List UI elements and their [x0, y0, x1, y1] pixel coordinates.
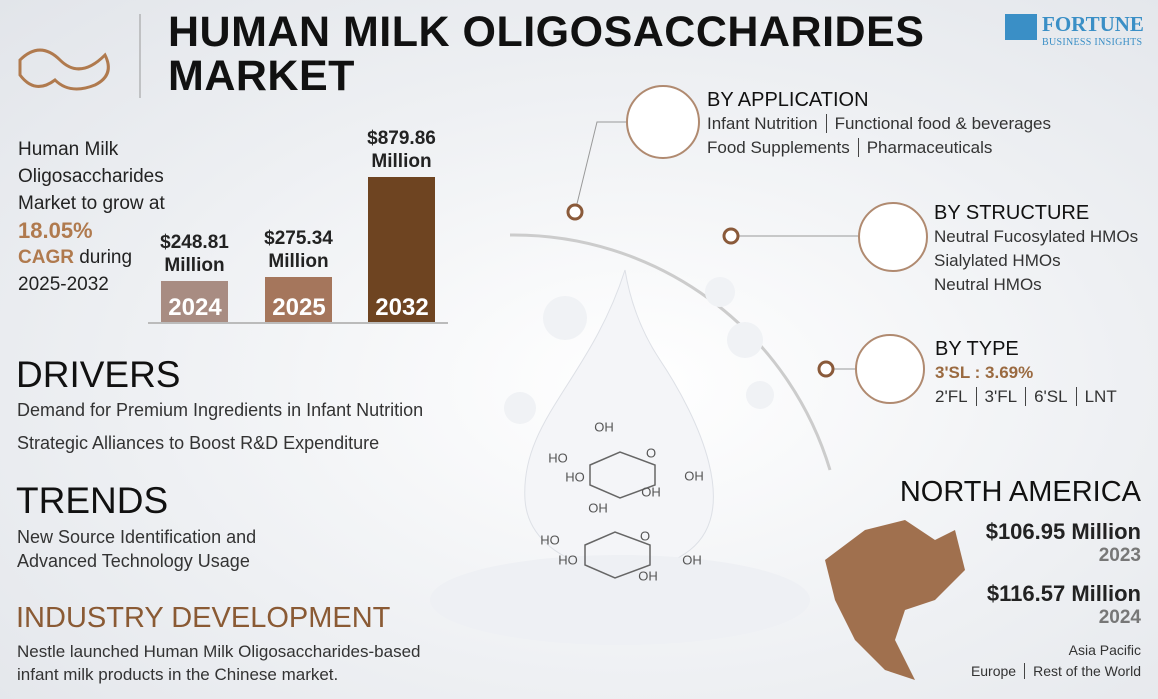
bar-chart: 2024 $248.81 Million 2025 $275.34 Million 20…	[148, 110, 448, 324]
cagr-value: 18.05%	[18, 218, 93, 243]
growth-text: Human Milk Oligosaccharides Market to gr…	[18, 136, 178, 298]
atom-label: OH	[594, 419, 614, 434]
atom-label: HO	[540, 532, 560, 547]
segment-title: BY STRUCTURE	[934, 202, 1090, 224]
value-label: $275.34 Million	[264, 227, 333, 272]
growth-after: during	[79, 247, 133, 268]
trends-title: TRENDS	[16, 480, 169, 521]
growth-period: 2025-2032	[18, 274, 109, 295]
logo: FORTUNE BUSINESS INSIGHTS	[1005, 12, 1144, 48]
year-label: 2024	[168, 294, 222, 321]
growth-intro: Human Milk Oligosaccharides Market to gr…	[18, 139, 165, 214]
icon-circle	[855, 334, 925, 404]
molecule: OH HO HO O OH OH	[548, 419, 704, 499]
node	[817, 360, 835, 378]
title: HUMAN MILK OLIGOSACCHARIDES MARKET	[168, 8, 925, 100]
logo-tagline: BUSINESS INSIGHTS	[1042, 37, 1143, 48]
segment-highlight: 3'SL : 3.69%	[935, 363, 1034, 382]
bubble	[746, 381, 774, 409]
segment-line: Sialylated HMOs	[934, 249, 1138, 273]
drivers-title: DRIVERS	[16, 354, 181, 395]
bar	[265, 276, 332, 322]
value-label: $879.86 Million	[367, 127, 436, 172]
segment-item: Food Supplements	[707, 138, 850, 157]
region-item: Asia Pacific	[1068, 642, 1141, 658]
driver-item: Strategic Alliances to Boost R&D Expendi…	[17, 433, 380, 453]
logo-mark	[1005, 14, 1037, 40]
node	[722, 227, 740, 245]
trend-item: New Source Identification and Advanced T…	[17, 527, 257, 571]
splash	[430, 555, 810, 645]
region-item: Europe	[970, 663, 1017, 679]
icon-circle	[626, 85, 700, 159]
node	[566, 203, 584, 221]
segment-item: Infant Nutrition	[707, 114, 818, 133]
molecule: OH HO HO O OH OH	[540, 500, 702, 583]
segment-item: Functional food & beverages	[825, 114, 1051, 133]
year-label: 2032	[375, 294, 429, 321]
region-item: Rest of the World	[1024, 663, 1141, 679]
segment-line: Neutral HMOs	[934, 273, 1138, 297]
atom-label: HO	[548, 450, 568, 465]
segment-title: BY APPLICATION	[707, 89, 869, 111]
region-title: NORTH AMERICA	[899, 476, 1141, 508]
region-amount: $116.57 Million	[986, 581, 1141, 606]
segment: BY STRUCTURE Neutral Fucosylated HMOs Si…	[934, 202, 1138, 297]
industry-text: Nestle launched Human Milk Oligosacchari…	[17, 642, 421, 684]
region: NORTH AMERICA $106.95 Million 2023 $116.…	[900, 476, 1141, 681]
atom-label: OH	[641, 484, 661, 499]
icon-circle	[858, 202, 928, 272]
segment-item: 2'FL	[935, 387, 968, 406]
segment-item: 3'FL	[975, 387, 1018, 406]
industry-title: INDUSTRY DEVELOPMENT	[16, 602, 391, 634]
atom-label: OH	[682, 552, 702, 567]
segment-line: Neutral Fucosylated HMOs	[934, 225, 1138, 249]
atom-label: O	[646, 445, 656, 460]
bubble	[727, 322, 763, 358]
atom-label: HO	[558, 552, 578, 567]
segment: BY APPLICATION Infant Nutrition Functiona…	[707, 89, 1051, 160]
segment-line: Infant Nutrition Functional food & bevera…	[707, 112, 1051, 136]
segment-item: Pharmaceuticals	[857, 138, 993, 157]
logo-name: FORTUNE	[1042, 12, 1144, 36]
atom-label: HO	[565, 469, 585, 484]
region-year: 2023	[1098, 545, 1141, 566]
region-year: 2024	[1098, 607, 1141, 628]
other-regions: Asia Pacific	[900, 639, 1141, 661]
cagr-label: CAGR	[18, 247, 74, 268]
segment-line: 2'FL 3'FL 6'SL LNT	[935, 385, 1117, 409]
segment: BY TYPE 3'SL : 3.69% 2'FL 3'FL 6'SL LNT	[935, 338, 1117, 409]
bar	[161, 280, 228, 322]
bubble	[543, 296, 587, 340]
segment-line: Food Supplements Pharmaceuticals	[707, 136, 1051, 160]
logo-icon	[18, 48, 110, 91]
value-label: $248.81 Million	[160, 231, 229, 276]
segment-item: LNT	[1075, 387, 1117, 406]
bubble	[705, 277, 735, 307]
atom-label: OH	[588, 500, 608, 515]
segment-item: 6'SL	[1025, 387, 1068, 406]
atom-label: OH	[638, 568, 658, 583]
segment-title: BY TYPE	[935, 338, 1019, 360]
bubble	[504, 392, 536, 424]
other-regions: Europe Rest of the World	[900, 661, 1141, 681]
segment-item: Sialylated HMOs	[934, 251, 1061, 270]
map	[825, 520, 965, 680]
segment-item: Neutral HMOs	[934, 275, 1042, 294]
connector	[574, 121, 627, 213]
segment-item: Neutral Fucosylated HMOs	[934, 227, 1139, 246]
bar	[368, 176, 435, 322]
atom-label: OH	[684, 468, 704, 483]
region-amount: $106.95 Million	[985, 519, 1141, 544]
atom-label: O	[640, 528, 650, 543]
year-label: 2025	[272, 294, 326, 321]
driver-item: Demand for Premium Ingredients in Infant…	[17, 400, 424, 420]
